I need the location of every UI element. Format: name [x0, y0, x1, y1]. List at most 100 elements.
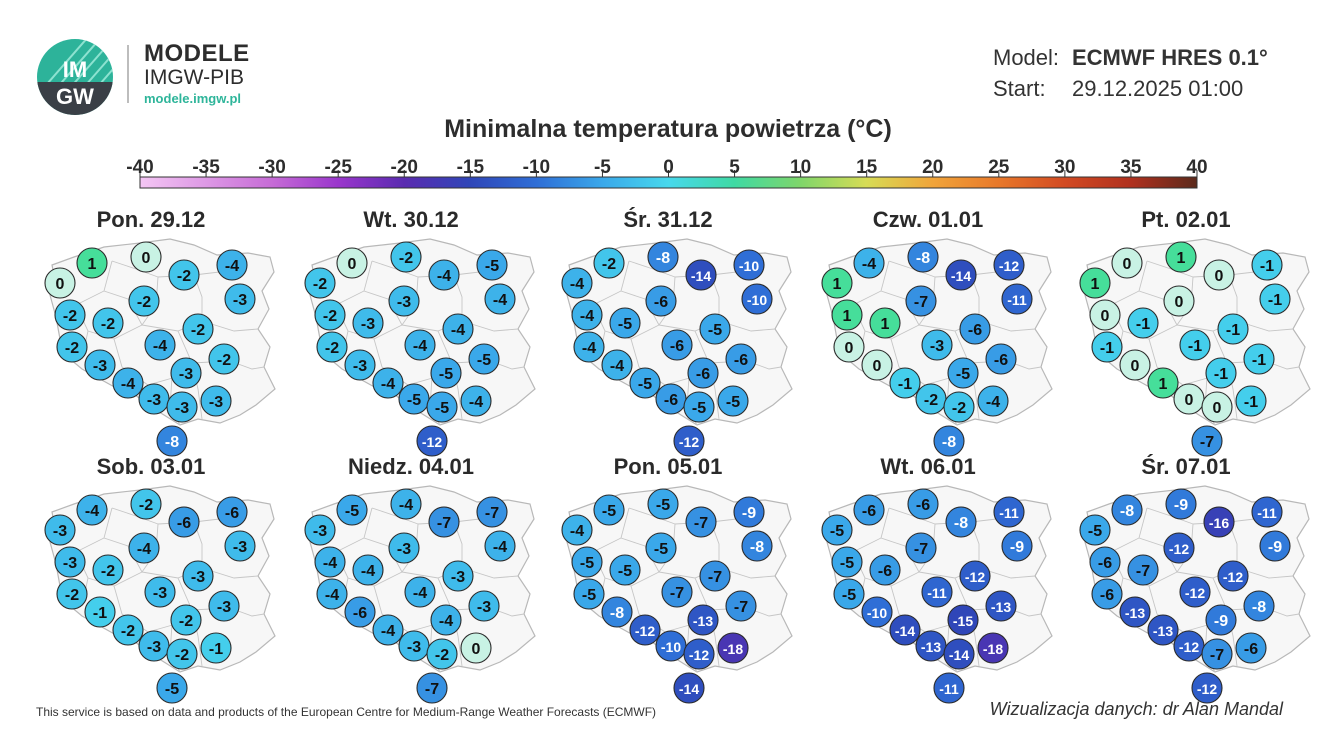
temperature-bubble: -3	[138, 383, 170, 415]
temperature-label: -2	[175, 647, 189, 664]
temperature-bubble: -11	[993, 496, 1025, 528]
temperature-bubble: -12	[1163, 532, 1195, 564]
temperature-label: -4	[413, 338, 427, 355]
temperature-bubble: -2	[92, 554, 124, 586]
temperature-marker	[683, 638, 715, 670]
temperature-label: -2	[323, 308, 337, 325]
panel-date-2: Wt. 30.12	[363, 207, 459, 232]
temperature-bubble: -6	[869, 554, 901, 586]
temperature-bubble: -2	[182, 313, 214, 345]
temperature-label: -7	[1200, 434, 1214, 451]
temperature-bubble: -1	[1259, 283, 1291, 315]
temperature-label: 0	[1101, 308, 1110, 325]
panel-date-8: Pon. 05.01	[613, 454, 723, 479]
temperature-bubble: -12	[959, 560, 991, 592]
temperature-marker	[725, 590, 757, 622]
region-border	[1138, 290, 1178, 326]
temperature-bubble: -2	[112, 614, 144, 646]
temperature-marker	[1243, 590, 1275, 622]
temperature-label: -12	[999, 258, 1019, 274]
temperature-label: -4	[570, 523, 584, 540]
temperature-bubble: -7	[476, 496, 508, 528]
temperature-marker	[112, 614, 144, 646]
temperature-label: -6	[664, 392, 678, 409]
temperature-bubble: -7	[699, 560, 731, 592]
temperature-marker	[1203, 506, 1235, 538]
temperature-marker	[609, 307, 641, 339]
temperature-label: -11	[1257, 505, 1277, 521]
temperature-marker	[484, 530, 516, 562]
temperature-marker	[390, 241, 422, 273]
temperature-label: -2	[191, 322, 205, 339]
panel-date-5: Pt. 02.01	[1141, 207, 1231, 232]
footer-credit: Wizualizacja danych: dr Alan Mandal	[989, 699, 1283, 719]
temperature-label: -2	[121, 623, 135, 640]
temperature-bubble: -3	[224, 283, 256, 315]
footer-source: This service is based on data and produc…	[36, 705, 657, 719]
scale-tick-label: -20	[391, 157, 418, 178]
region-border	[888, 260, 936, 278]
temperature-marker	[725, 343, 757, 375]
temperature-marker	[661, 329, 693, 361]
temperature-marker	[831, 299, 863, 331]
temperature-marker	[208, 343, 240, 375]
temperature-label: 0	[1123, 256, 1132, 273]
temperature-bubble: -4	[216, 249, 248, 281]
temperature-label: -12	[1179, 639, 1199, 655]
temperature-label: -6	[1098, 555, 1112, 572]
temperature-label: -6	[734, 352, 748, 369]
temperature-bubble: -2	[168, 259, 200, 291]
temperature-label: -9	[1174, 497, 1188, 514]
brand-title: MODELE	[144, 40, 250, 67]
brand-url-link[interactable]: modele.imgw.pl	[144, 91, 242, 106]
temperature-label: -5	[840, 555, 854, 572]
temperature-label: -3	[175, 400, 189, 417]
temperature-marker	[947, 604, 979, 636]
scale-tick-label: 30	[1054, 157, 1075, 178]
scale-tick-label: -35	[192, 157, 220, 178]
temperature-label: -2	[313, 276, 327, 293]
temperature-label: -11	[939, 681, 959, 697]
temperature-label: -5	[477, 352, 491, 369]
temperature-label: -5	[602, 503, 616, 520]
temperature-marker	[1235, 385, 1267, 417]
temperature-marker	[336, 494, 368, 526]
panel-date-6: Sob. 03.01	[96, 454, 206, 479]
temperature-label: -7	[914, 294, 928, 311]
temperature-marker	[170, 357, 202, 389]
temperature-bubble: 1	[1079, 267, 1111, 299]
temperature-marker	[1089, 299, 1121, 331]
temperature-bubble: -4	[430, 604, 462, 636]
temperature-marker	[645, 532, 677, 564]
temperature-bubble: -6	[853, 494, 885, 526]
temperature-marker	[428, 506, 460, 538]
imgw-logo: IM GW	[37, 39, 113, 115]
temperature-marker	[1203, 259, 1235, 291]
temperature-bubble: -3	[166, 391, 198, 423]
temperature-label: -3	[451, 569, 465, 586]
temperature-bubble: -12	[1173, 630, 1205, 662]
temperature-marker	[468, 343, 500, 375]
temperature-bubble: -7	[725, 590, 757, 622]
temperature-marker	[54, 299, 86, 331]
scale-tick-label: -25	[324, 157, 352, 178]
temperature-marker	[44, 514, 76, 546]
temperature-label: -9	[1214, 613, 1228, 630]
temperature-bubble: -8	[741, 530, 773, 562]
temperature-label: -2	[63, 308, 77, 325]
temperature-marker	[959, 313, 991, 345]
temperature-marker	[388, 532, 420, 564]
temperature-marker	[945, 506, 977, 538]
panel-date-4: Czw. 01.01	[872, 207, 984, 232]
temperature-bubble: -4	[404, 329, 436, 361]
temperature-bubble: -9	[1165, 488, 1197, 520]
temperature-marker	[741, 283, 773, 315]
logo-text-bottom: GW	[56, 84, 94, 109]
temperature-bubble: -6	[661, 329, 693, 361]
temperature-bubble: -10	[733, 249, 765, 281]
temperature-label: 0	[1131, 358, 1140, 375]
temperature-label: -3	[191, 569, 205, 586]
temperature-marker	[1111, 494, 1143, 526]
temperature-bubble: -1	[1091, 331, 1123, 363]
temperature-label: -7	[1136, 563, 1150, 580]
